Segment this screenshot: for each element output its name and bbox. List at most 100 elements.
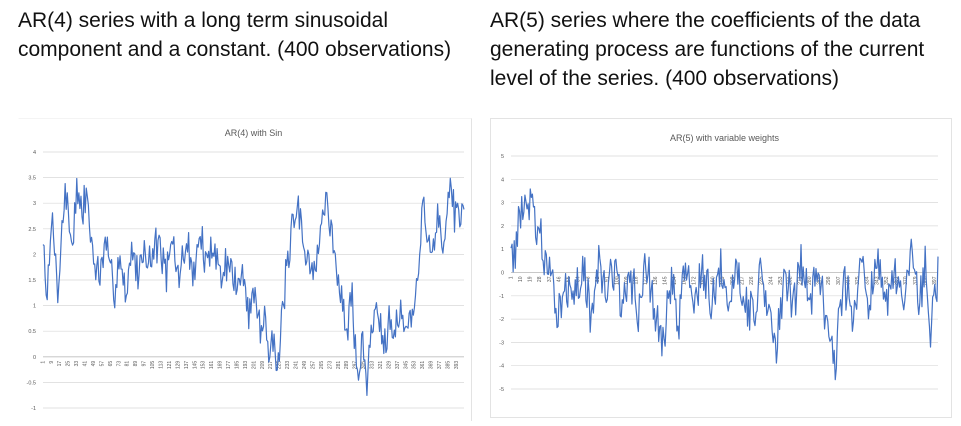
x-tick-label: 199 — [720, 276, 726, 285]
y-tick-label: 4 — [33, 150, 36, 156]
x-tick-label: 177 — [226, 361, 232, 370]
chart-title: AR(5) with variable weights — [670, 133, 780, 143]
x-tick-label: 19 — [528, 276, 534, 282]
y-tick-label: 2.5 — [28, 227, 36, 233]
x-tick-label: 329 — [386, 361, 392, 370]
x-tick-label: 137 — [184, 361, 190, 370]
x-tick-label: 225 — [277, 361, 283, 370]
y-tick-label: 2 — [501, 224, 504, 230]
y-tick-label: -2 — [499, 317, 504, 323]
x-tick-label: 217 — [268, 361, 274, 370]
y-tick-label: 1.5 — [28, 278, 36, 284]
x-tick-label: 253 — [778, 276, 784, 285]
x-tick-label: 361 — [894, 276, 900, 285]
x-tick-label: 235 — [759, 276, 765, 285]
x-tick-label: 388 — [922, 276, 928, 285]
x-tick-label: 37 — [547, 276, 553, 282]
x-tick-label: 28 — [537, 276, 543, 282]
y-tick-label: 3.5 — [28, 176, 36, 182]
x-tick-label: 313 — [370, 361, 376, 370]
x-tick-label: 377 — [437, 361, 443, 370]
y-tick-label: 0 — [501, 271, 504, 277]
series-line — [42, 177, 465, 397]
x-tick-label: 379 — [913, 276, 919, 285]
y-tick-label: 4 — [501, 177, 504, 183]
y-tick-label: -1 — [499, 294, 504, 300]
x-tick-label: 41 — [83, 361, 89, 367]
x-tick-label: 249 — [302, 361, 308, 370]
x-tick-label: 209 — [260, 361, 266, 370]
y-tick-label: -1 — [31, 406, 36, 412]
y-tick-label: 3 — [501, 201, 504, 207]
x-tick-label: 1 — [508, 276, 514, 279]
x-tick-label: 233 — [285, 361, 291, 370]
x-tick-label: 265 — [319, 361, 325, 370]
x-tick-label: 289 — [344, 361, 350, 370]
y-tick-label: 3 — [33, 201, 36, 207]
y-tick-label: -3 — [499, 340, 504, 346]
x-tick-label: 307 — [836, 276, 842, 285]
x-tick-label: 97 — [142, 361, 148, 367]
x-tick-label: 337 — [395, 361, 401, 370]
x-tick-label: 352 — [884, 276, 890, 285]
x-tick-label: 65 — [108, 361, 114, 367]
x-tick-label: 161 — [209, 361, 215, 370]
y-tick-label: 1 — [501, 247, 504, 253]
x-tick-label: 57 — [99, 361, 105, 367]
x-tick-label: 305 — [361, 361, 367, 370]
chart-ar5: AR(5) with variable weights -5 -4 -3 -2 -1 0 1 2… — [499, 133, 939, 393]
chart-ar4: AR(4) with Sin-1-0.500.511.522.533.541 9 1… — [27, 128, 465, 412]
caption-right: AR(5) series where the coefficients of t… — [490, 9, 925, 90]
x-tick-label: 281 — [336, 361, 342, 370]
x-tick-label: 153 — [201, 361, 207, 370]
y-tick-label: -0.5 — [27, 380, 36, 386]
x-tick-label: 145 — [192, 361, 198, 370]
y-tick-label: 0 — [33, 355, 36, 361]
x-tick-label: 9 — [49, 361, 55, 364]
x-tick-label: 343 — [874, 276, 880, 285]
chart-panel-left: AR(4) with Sin -1 -0.5 0 0.5 1 1.5 2 2.5 3 3.5 4 1 9 1… — [18, 118, 472, 421]
x-tick-label: 217 — [739, 276, 745, 285]
x-tick-label: 273 — [327, 361, 333, 370]
y-tick-label: 0.5 — [28, 329, 36, 335]
x-tick-label: 154 — [672, 276, 678, 285]
x-tick-label: 17 — [57, 361, 63, 367]
x-tick-label: 10 — [518, 276, 524, 282]
x-tick-label: 73 — [116, 361, 122, 367]
x-tick-label: 393 — [454, 361, 460, 370]
y-tick-label: 1 — [33, 304, 36, 310]
series-line — [510, 188, 939, 381]
x-tick-label: 241 — [294, 361, 300, 370]
x-tick-label: 136 — [653, 276, 659, 285]
x-tick-label: 397 — [932, 276, 938, 285]
x-tick-label: 105 — [150, 361, 156, 370]
x-tick-label: 25 — [66, 361, 72, 367]
y-tick-label: 2 — [33, 252, 36, 258]
y-tick-label: 5 — [501, 154, 504, 160]
x-tick-label: 361 — [420, 361, 426, 370]
x-tick-label: 46 — [556, 276, 562, 282]
x-tick-label: 193 — [243, 361, 249, 370]
x-tick-label: 271 — [797, 276, 803, 285]
x-tick-label: 369 — [429, 361, 435, 370]
y-tick-label: -5 — [499, 387, 504, 393]
x-tick-label: 298 — [826, 276, 832, 285]
x-tick-label: 33 — [74, 361, 80, 367]
x-tick-label: 169 — [218, 361, 224, 370]
x-tick-label: 321 — [378, 361, 384, 370]
x-tick-label: 1 — [40, 361, 46, 364]
x-tick-label: 185 — [234, 361, 240, 370]
x-tick-label: 81 — [125, 361, 131, 367]
x-tick-label: 100 — [614, 276, 620, 285]
x-tick-label: 244 — [768, 276, 774, 285]
x-tick-label: 334 — [865, 276, 871, 285]
x-tick-label: 172 — [691, 276, 697, 285]
x-tick-label: 280 — [807, 276, 813, 285]
chart-title: AR(4) with Sin — [225, 128, 283, 138]
x-tick-label: 345 — [403, 361, 409, 370]
x-tick-label: 257 — [310, 361, 316, 370]
x-tick-label: 113 — [159, 361, 165, 369]
x-tick-label: 201 — [251, 361, 257, 370]
x-tick-label: 129 — [175, 361, 181, 370]
x-tick-label: 89 — [133, 361, 139, 367]
